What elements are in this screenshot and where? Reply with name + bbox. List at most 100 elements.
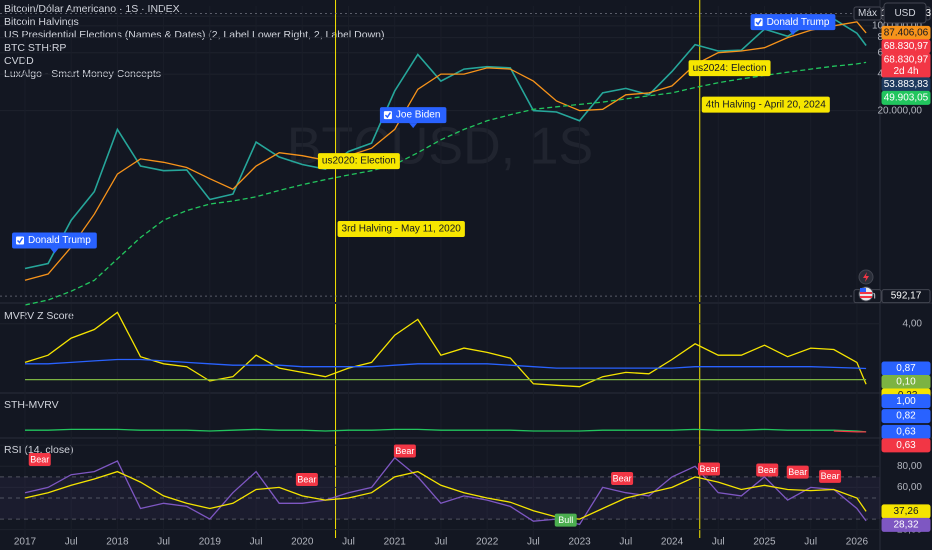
axis-tag-label: 0,87 xyxy=(896,363,916,374)
x-tick-label: Jul xyxy=(527,537,540,548)
axis-tag xyxy=(881,504,931,519)
signal-box xyxy=(554,513,577,527)
axis-tag-label: 68.830,97 xyxy=(884,55,929,66)
axis-tag xyxy=(881,394,931,409)
x-tick-label: 2021 xyxy=(384,537,407,548)
axis-tag-prefix: Máx xyxy=(858,8,877,19)
axis-tag xyxy=(881,90,931,105)
series-line xyxy=(25,428,867,433)
election-pointer xyxy=(788,30,797,36)
signal-label: Bear xyxy=(758,465,777,475)
currency-label[interactable]: USD xyxy=(894,8,915,19)
election-pointer xyxy=(409,123,418,129)
x-tick-label: 2024 xyxy=(661,537,684,548)
axis-tag-label: 1,00 xyxy=(896,396,916,407)
election-name-box xyxy=(12,232,97,249)
election-name: Donald Trump xyxy=(767,17,830,28)
axis-tag-label: 87.406,06 xyxy=(884,28,929,39)
series-line xyxy=(24,61,867,306)
signal-box xyxy=(393,444,416,458)
axis-tag-prefix-box xyxy=(853,6,882,21)
axis-tag xyxy=(881,409,931,424)
currency-button[interactable] xyxy=(883,2,927,24)
signal-box xyxy=(611,471,634,485)
signal-label: Bear xyxy=(699,464,718,474)
election-label-box xyxy=(688,60,771,77)
series-line xyxy=(24,470,867,520)
election-label: us2020: Election xyxy=(322,156,396,167)
signal-label: Bear xyxy=(613,473,632,483)
legend-indicator: Bitcoin Halvings xyxy=(4,16,79,28)
election-label-box xyxy=(317,153,400,170)
election-name-box xyxy=(379,107,447,124)
series-line xyxy=(24,21,867,281)
x-tick-label: Jul xyxy=(804,537,817,548)
signal-box xyxy=(28,452,51,466)
x-tick-label: Jul xyxy=(250,537,263,548)
series-line xyxy=(24,311,867,388)
halving-label-box xyxy=(337,221,465,238)
halving-label: 4th Halving - April 20, 2024 xyxy=(706,99,827,110)
signal-label: Bear xyxy=(788,467,807,477)
x-tick-label: Jul xyxy=(435,537,448,548)
halving-label-box xyxy=(701,96,830,113)
axis-tag-label: 0,10 xyxy=(896,377,916,388)
axis-tag-label: 0,82 xyxy=(896,411,916,422)
axis-tag-label: 49.903,05 xyxy=(884,93,929,104)
signal-label: Bear xyxy=(821,471,840,481)
flag-icon xyxy=(858,286,874,302)
series-line xyxy=(24,456,867,526)
x-tick-label: Jul xyxy=(157,537,170,548)
signal-box xyxy=(786,465,809,479)
axis-tag-label: 37,26 xyxy=(893,506,918,517)
axis-tag-label: 0,63 xyxy=(896,426,916,437)
x-tick-label: 2022 xyxy=(476,537,499,548)
axis-tag-countdown: 2d 4h xyxy=(893,66,918,77)
signal-label: Bear xyxy=(395,446,414,456)
election-name-box xyxy=(750,14,836,31)
x-tick-label: 2018 xyxy=(106,537,129,548)
election-marker: Joe Biden us2020: Election xyxy=(317,107,447,170)
x-tick-label: Jul xyxy=(342,537,355,548)
election-name: Joe Biden xyxy=(396,110,440,121)
check-mark xyxy=(16,237,24,244)
legend-indicator: CVDD xyxy=(4,55,34,67)
series-line xyxy=(25,358,867,370)
axis-tag-label: 53.883,83 xyxy=(884,79,929,90)
signal-box xyxy=(295,473,318,487)
election-pointer xyxy=(50,248,59,254)
legend-indicator: BTC STH:RP xyxy=(4,42,66,54)
x-tick-label: 2026 xyxy=(846,537,869,548)
axis-tag xyxy=(881,517,931,532)
signal-label: Bear xyxy=(297,474,316,484)
signal-label: Bull xyxy=(558,515,573,525)
series-line xyxy=(24,18,867,270)
signal-box xyxy=(756,463,779,477)
axis-tag-label: 0,63 xyxy=(896,440,916,451)
axis-tag xyxy=(881,289,931,304)
x-tick-label: 2019 xyxy=(199,537,222,548)
x-tick-label: 2025 xyxy=(753,537,776,548)
axis-tag xyxy=(881,438,931,453)
signal-box xyxy=(697,462,720,476)
x-tick-label: Jul xyxy=(712,537,725,548)
y-tick-label: 4,00 xyxy=(903,318,923,329)
x-tick-label: 2020 xyxy=(291,537,314,548)
election-marker: Donald Trump us2024: Election xyxy=(688,14,836,77)
axis-tag-label: 28,32 xyxy=(893,520,918,531)
check-mark xyxy=(384,112,392,119)
axis-tag-label: 592,17 xyxy=(891,291,922,302)
y-tick-label: 80,00 xyxy=(897,461,922,472)
pane-title: MVRV Z Score xyxy=(4,310,74,322)
x-tick-label: 2017 xyxy=(14,537,37,548)
pane-title: STH-MVRV xyxy=(4,399,59,411)
halving-label: 3rd Halving - May 11, 2020 xyxy=(342,224,462,235)
pane-title: RSI (14, close) xyxy=(4,444,73,456)
axis-tag-label: 68.830,97 xyxy=(884,41,929,52)
series-line xyxy=(833,430,867,433)
y-tick-label: 20.000,00 xyxy=(878,105,923,116)
signal-label: Bear xyxy=(30,454,49,464)
x-tick-label: Jul xyxy=(619,537,632,548)
